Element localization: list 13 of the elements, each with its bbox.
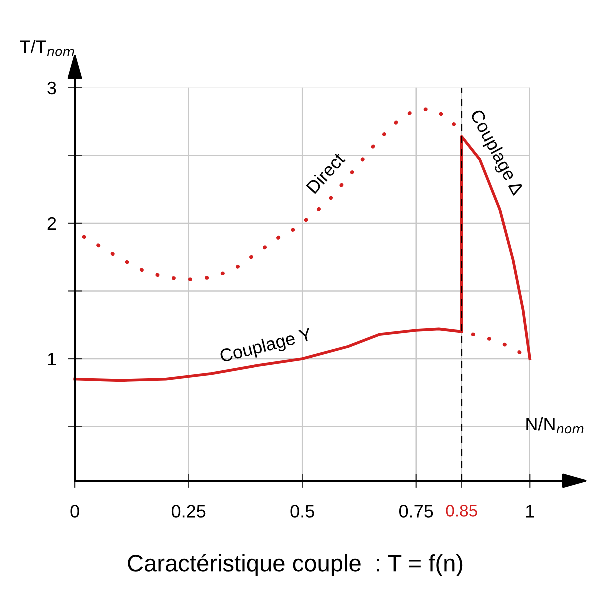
x-tick-label: 0.85: [446, 505, 478, 517]
y-tick-label: 1: [48, 353, 56, 366]
y-tick-label: 2: [48, 217, 56, 230]
x-tick-label: 0.75: [399, 505, 434, 518]
text: Caractéristique couple : T = f(n): [128, 554, 463, 577]
x-tick-label: 0: [70, 505, 80, 518]
y-tick-label: 3: [48, 82, 56, 95]
x-tick-label: 1: [526, 505, 534, 518]
text: Couplage Y: [219, 327, 314, 366]
x-axis-title: N/N$_{nom}$: [526, 417, 584, 434]
x-tick-label: 0.25: [172, 505, 206, 518]
x-tick-label: 0.5: [290, 505, 314, 518]
y-axis-title: T/T$_{nom}$: [20, 40, 74, 56]
